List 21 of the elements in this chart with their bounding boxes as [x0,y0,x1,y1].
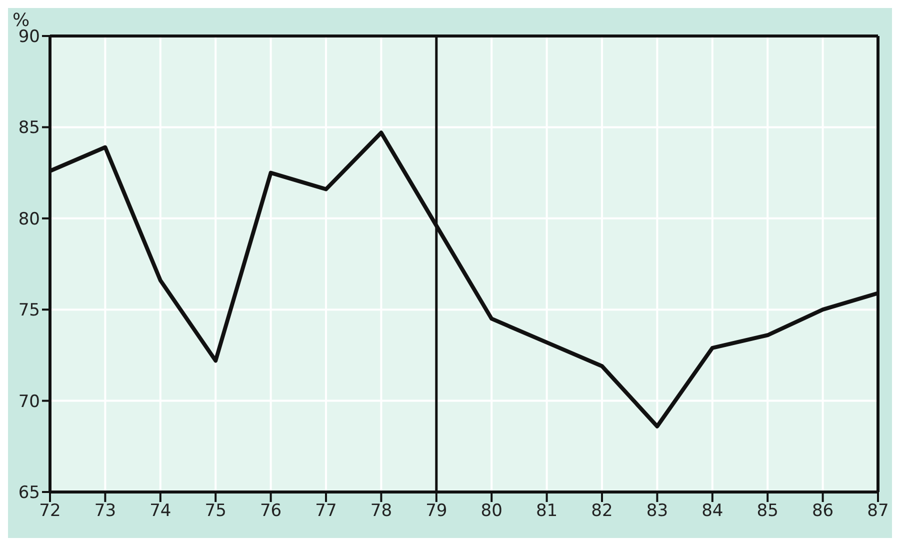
x-tick-label: 84 [702,501,724,522]
x-tick-label: 74 [150,501,172,522]
x-tick-label: 82 [591,501,613,522]
y-tick-label: 85 [18,118,40,138]
x-tick-label: 81 [536,501,558,522]
x-tick-label: 80 [480,501,502,522]
y-tick-label: 70 [18,392,40,412]
y-tick-label: 65 [18,483,40,504]
x-tick-label: 86 [812,501,834,522]
x-tick-label: 76 [260,501,282,522]
x-tick-label: 77 [315,501,337,522]
x-tick-label: 85 [756,501,778,522]
x-tick-label: 72 [39,501,61,522]
x-tick-label: 83 [646,501,668,522]
y-tick-label: 80 [18,209,40,230]
y-tick-label: 75 [18,300,40,321]
x-tick-label: 87 [867,501,889,522]
x-tick-label: 73 [94,501,116,522]
x-tick-label: 75 [204,501,226,522]
x-tick-label: 79 [426,501,448,522]
x-tick-label: 78 [370,501,392,522]
